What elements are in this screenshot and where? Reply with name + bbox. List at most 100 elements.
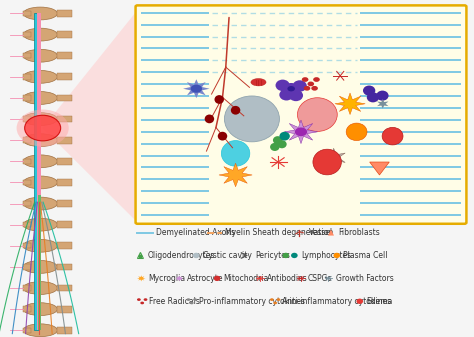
Ellipse shape: [23, 239, 57, 252]
Ellipse shape: [283, 253, 289, 258]
Ellipse shape: [23, 92, 57, 104]
Ellipse shape: [140, 302, 144, 304]
Ellipse shape: [273, 136, 283, 144]
Ellipse shape: [221, 141, 250, 166]
Bar: [23, 243, 31, 248]
Bar: [57, 327, 72, 334]
Ellipse shape: [218, 132, 227, 141]
Ellipse shape: [23, 28, 57, 41]
Ellipse shape: [334, 253, 340, 258]
Bar: [57, 306, 72, 312]
Bar: [23, 285, 31, 291]
Text: Demyelinated Axons: Demyelinated Axons: [156, 228, 235, 237]
Ellipse shape: [382, 127, 403, 145]
Ellipse shape: [193, 298, 197, 301]
Ellipse shape: [17, 110, 69, 147]
Bar: [57, 10, 72, 17]
Polygon shape: [219, 163, 252, 187]
Ellipse shape: [295, 127, 307, 136]
Bar: [57, 264, 72, 270]
Ellipse shape: [23, 303, 57, 315]
Ellipse shape: [270, 298, 274, 301]
Ellipse shape: [23, 134, 57, 147]
Ellipse shape: [273, 302, 277, 304]
Bar: [23, 159, 31, 164]
Ellipse shape: [277, 298, 281, 301]
Ellipse shape: [214, 95, 224, 104]
Text: Anti-inflammatory cytokines: Anti-inflammatory cytokines: [282, 297, 392, 306]
Ellipse shape: [311, 86, 318, 91]
Bar: [57, 221, 72, 228]
Bar: [57, 116, 72, 122]
Ellipse shape: [292, 80, 307, 92]
Ellipse shape: [186, 298, 190, 301]
Text: Astrocyte: Astrocyte: [186, 274, 223, 283]
Ellipse shape: [23, 176, 57, 189]
Ellipse shape: [193, 253, 200, 258]
Bar: [23, 306, 31, 312]
Ellipse shape: [284, 83, 298, 94]
Bar: [23, 53, 31, 58]
Bar: [57, 200, 72, 207]
Polygon shape: [328, 229, 334, 236]
Ellipse shape: [291, 253, 298, 258]
Polygon shape: [183, 79, 210, 98]
Bar: [23, 222, 31, 227]
Ellipse shape: [23, 155, 57, 168]
Bar: [57, 95, 72, 101]
Ellipse shape: [137, 298, 141, 301]
Polygon shape: [43, 10, 137, 222]
Bar: [57, 179, 72, 186]
Polygon shape: [322, 148, 345, 167]
Text: Pericytes: Pericytes: [255, 251, 290, 260]
Bar: [57, 158, 72, 165]
Ellipse shape: [279, 132, 290, 141]
Ellipse shape: [367, 92, 379, 102]
Text: Mycroglia: Mycroglia: [148, 274, 185, 283]
Ellipse shape: [191, 85, 202, 93]
Bar: [34, 13, 39, 330]
Text: Edema: Edema: [366, 297, 393, 306]
Text: Growth Factors: Growth Factors: [336, 274, 393, 283]
Bar: [23, 264, 31, 270]
Ellipse shape: [287, 86, 295, 91]
Polygon shape: [175, 275, 184, 281]
Ellipse shape: [23, 282, 57, 295]
Ellipse shape: [23, 218, 57, 231]
Bar: [23, 201, 31, 206]
Ellipse shape: [23, 7, 57, 20]
Bar: [57, 285, 72, 292]
Bar: [23, 32, 31, 37]
Text: Oligodendrocytes: Oligodendrocytes: [147, 251, 215, 260]
Text: Pro-inflammatory cytokines: Pro-inflammatory cytokines: [199, 297, 305, 306]
Text: Antibodies: Antibodies: [267, 274, 308, 283]
Text: CSPGs: CSPGs: [308, 274, 332, 283]
Ellipse shape: [251, 79, 266, 86]
Ellipse shape: [23, 113, 57, 125]
Bar: [23, 95, 31, 101]
Polygon shape: [137, 275, 146, 281]
Ellipse shape: [231, 106, 240, 115]
Bar: [23, 328, 31, 333]
Ellipse shape: [23, 261, 57, 273]
Polygon shape: [377, 99, 389, 109]
Ellipse shape: [23, 324, 57, 337]
Ellipse shape: [313, 77, 320, 82]
Ellipse shape: [224, 96, 279, 142]
Text: Cystic cavity: Cystic cavity: [203, 251, 252, 260]
Ellipse shape: [144, 298, 147, 301]
Text: Myelin Sheath degeneration: Myelin Sheath degeneration: [225, 228, 333, 237]
Ellipse shape: [308, 82, 314, 86]
Polygon shape: [335, 93, 365, 115]
Bar: [23, 180, 31, 185]
Bar: [57, 31, 72, 38]
Ellipse shape: [190, 302, 193, 304]
Bar: [23, 137, 31, 143]
Bar: [23, 74, 31, 80]
Ellipse shape: [277, 140, 287, 148]
Bar: [38, 195, 41, 330]
Ellipse shape: [376, 91, 389, 101]
Ellipse shape: [363, 86, 375, 96]
Text: Vessel: Vessel: [309, 228, 333, 237]
Ellipse shape: [346, 123, 367, 141]
